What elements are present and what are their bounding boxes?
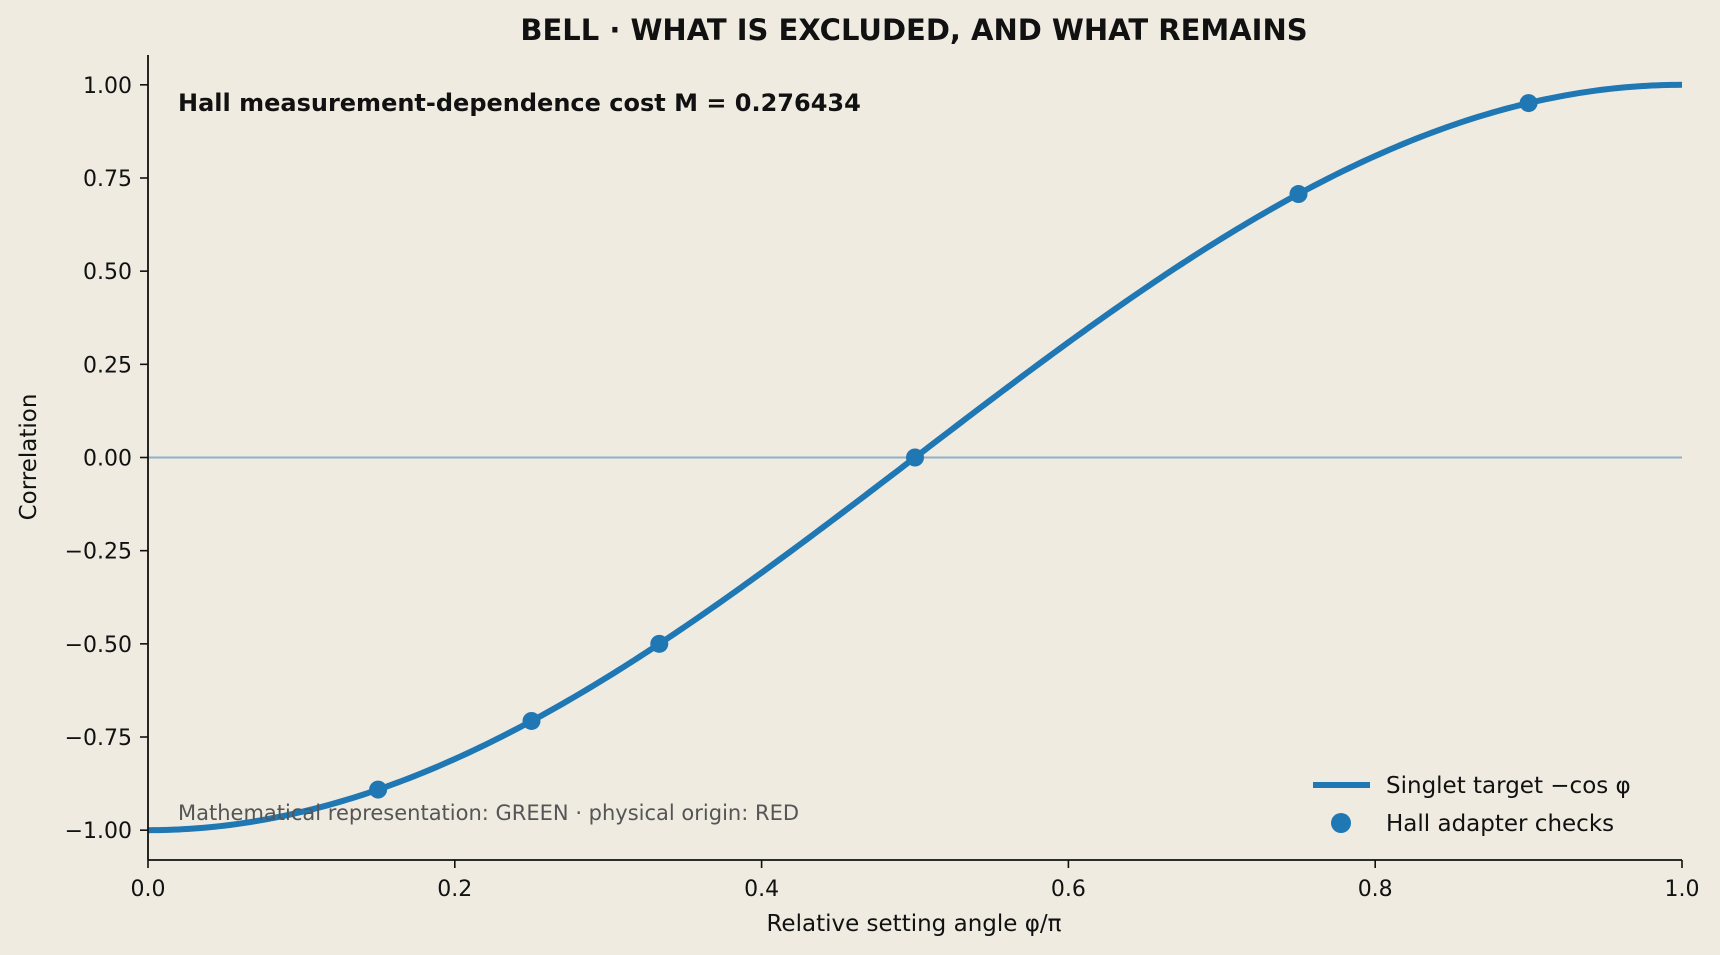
legend-label-hall-adapter: Hall adapter checks: [1386, 811, 1614, 837]
axes: 1.00 0.75 0.50 0.25 0.00 −0.25 −0.50 −0.75 −1.00…: [65, 55, 1700, 902]
x-tick-label: 0.6: [1051, 877, 1086, 902]
legend-marker-swatch: [1331, 813, 1351, 833]
y-axis-label: Correlation: [16, 394, 42, 521]
y-tick-label: −0.75: [65, 726, 132, 751]
series-points-hall-adapter: [369, 94, 1538, 799]
annotation-note: Mathematical representation: GREEN · phy…: [178, 801, 799, 825]
x-tick-label: 0.8: [1358, 877, 1393, 902]
data-point: [369, 780, 388, 799]
data-point: [906, 448, 924, 467]
y-tick-label: 0.50: [83, 260, 132, 285]
x-tick-label: 0.0: [131, 877, 166, 902]
y-tick-label: 0.75: [83, 167, 132, 192]
data-point: [522, 711, 541, 730]
x-ticks: 0.0 0.2 0.4 0.6 0.8 1.0: [131, 860, 1700, 902]
plot-area: [147, 81, 1683, 834]
y-ticks: 1.00 0.75 0.50 0.25 0.00 −0.25 −0.50 −0.75 −1.00: [65, 74, 148, 844]
legend: Singlet target −cos φ Hall adapter check…: [1313, 773, 1631, 837]
data-point: [1519, 94, 1538, 113]
data-point: [1289, 185, 1308, 204]
y-tick-label: 0.25: [83, 353, 132, 378]
x-axis-label: Relative setting angle φ/π: [766, 911, 1061, 937]
y-tick-label: −0.25: [65, 540, 132, 565]
y-tick-label: −0.50: [65, 633, 132, 658]
x-tick-label: 1.0: [1665, 877, 1700, 902]
y-tick-label: 1.00: [83, 74, 132, 99]
x-tick-label: 0.4: [744, 877, 779, 902]
y-tick-label: −1.00: [65, 819, 132, 844]
chart-title: BELL · WHAT IS EXCLUDED, AND WHAT REMAIN…: [520, 13, 1307, 47]
x-tick-label: 0.2: [437, 877, 472, 902]
annotation-cost: Hall measurement-dependence cost M = 0.2…: [178, 89, 861, 117]
legend-label-singlet-target: Singlet target −cos φ: [1386, 773, 1631, 799]
data-point: [650, 634, 669, 653]
y-tick-label: 0.00: [83, 447, 132, 472]
